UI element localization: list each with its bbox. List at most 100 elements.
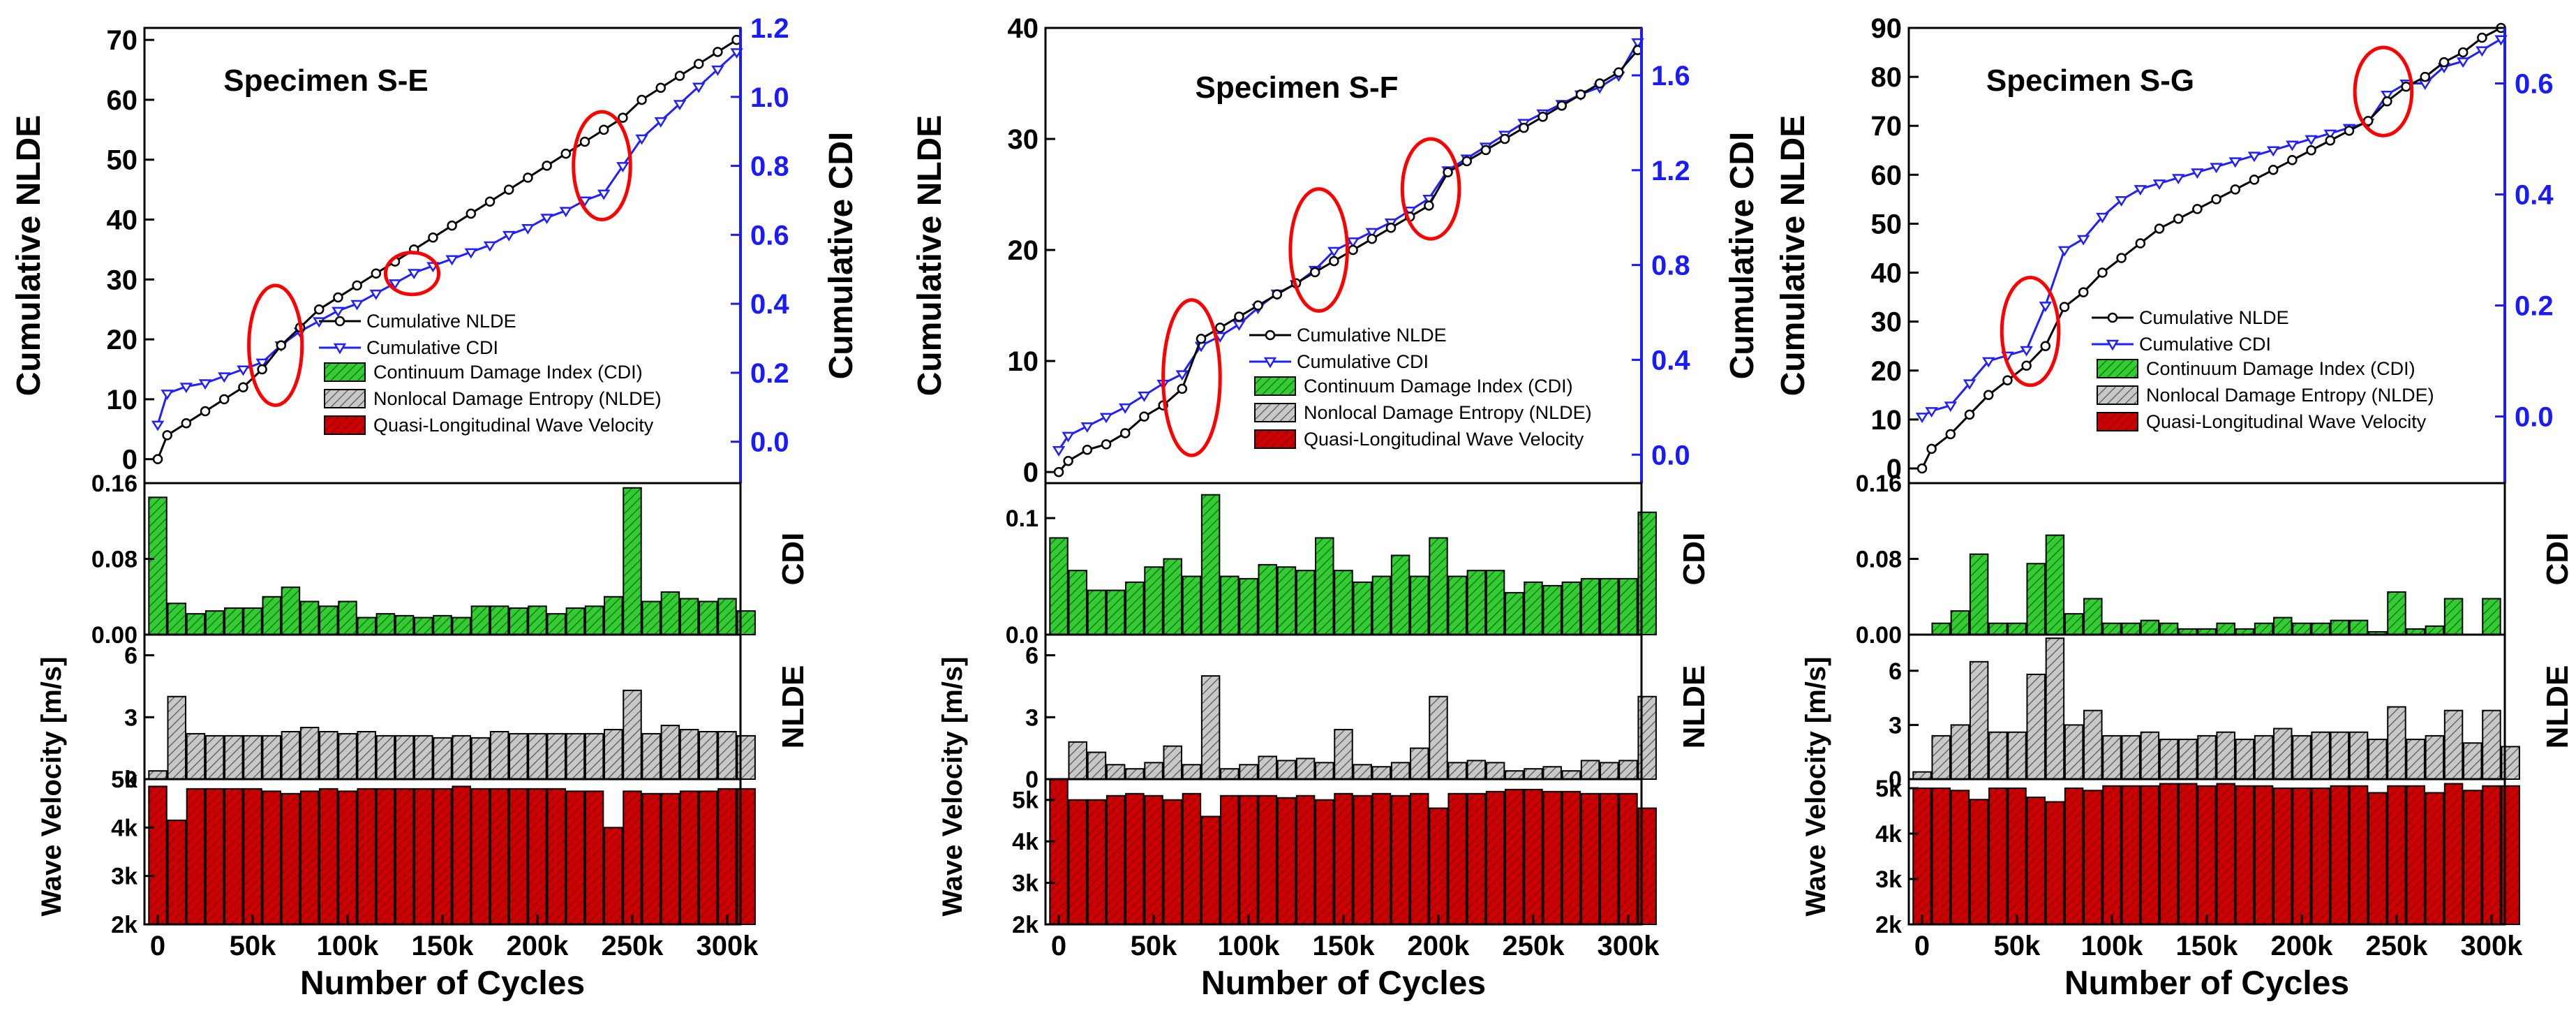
cdi-bar	[299, 600, 320, 635]
x-tick-label: 0	[150, 931, 165, 961]
nlde-bar	[2140, 731, 2160, 780]
nlde-bar	[2102, 734, 2122, 781]
wave-tick-label: 4k	[1875, 821, 1902, 848]
highlight-circle	[247, 283, 304, 407]
highlight-circle	[2353, 45, 2414, 138]
x-tick-label: 50k	[1131, 931, 1177, 961]
cum-cdi-point	[559, 207, 573, 218]
cum-left-tick-label: 40	[107, 205, 138, 236]
nlde-bar	[1068, 741, 1087, 781]
nlde-bar	[2273, 727, 2293, 781]
cum-cdi-point	[2076, 235, 2090, 246]
nlde-bar	[2387, 706, 2406, 780]
wave-bar	[641, 792, 661, 926]
cum-nlde-point	[1480, 145, 1491, 156]
legend-label: Continuum Damage Index (CDI)	[373, 362, 643, 383]
cum-cdi-point	[1925, 407, 1938, 418]
cum-right-tick-label: 0.2	[750, 358, 789, 389]
legend-swatch	[324, 389, 366, 408]
panel-title: Specimen S-F	[1196, 71, 1399, 105]
wave-bar	[1524, 788, 1543, 926]
wave-bar	[414, 788, 433, 926]
nlde-bar	[1580, 760, 1600, 781]
nlde-bar	[2254, 734, 2274, 781]
cum-nlde-point	[2457, 47, 2469, 58]
cum-cdi-point	[2476, 46, 2489, 57]
cum-cdi-point	[2134, 185, 2147, 195]
wave-bar	[452, 785, 471, 926]
nlde-bar	[394, 734, 415, 781]
cum-nlde-point	[2477, 32, 2487, 43]
cum-nlde-point	[1945, 429, 1956, 440]
wave-bar	[375, 788, 396, 926]
cum-nlde-point	[1594, 78, 1605, 89]
nlde-axis-label: NLDE	[776, 665, 810, 749]
wave-bar	[2064, 788, 2084, 925]
cdi-bar	[1144, 566, 1163, 636]
cdi-bar	[357, 616, 376, 636]
wave-bar	[2311, 788, 2330, 925]
wave-tick-label: 5k	[1012, 788, 1038, 814]
nlde-bar	[1371, 766, 1392, 781]
cum-cdi-point	[151, 420, 165, 431]
cum-cdi-point	[2305, 135, 2318, 146]
cdi-bar	[1125, 581, 1145, 636]
wave-bar	[2368, 792, 2388, 925]
nlde-tick-label: 3	[1889, 712, 1902, 739]
cum-nlde-point	[655, 82, 667, 94]
nlde-bar	[2348, 731, 2369, 780]
cum-nlde-point	[1177, 383, 1188, 394]
cdi-bar	[2348, 619, 2369, 635]
legend-marker	[2106, 339, 2120, 351]
cum-cdi-point	[692, 82, 706, 94]
cum-nlde-point	[542, 161, 552, 171]
cum-left-tick-label: 40	[1871, 258, 1903, 289]
cum-nlde-point	[2116, 253, 2127, 263]
cum-nlde-point	[1614, 67, 1624, 77]
nlde-bar	[509, 732, 528, 781]
panel-1: 0102030405060700.00.20.40.60.81.01.2Spec…	[10, 13, 860, 1002]
cum-left-tick-label: 10	[1871, 405, 1903, 436]
nlde-bar	[299, 727, 320, 780]
cum-nlde-point	[1575, 89, 1586, 100]
cdi-bar	[489, 605, 509, 635]
wave-bar	[699, 790, 718, 926]
nlde-bar	[167, 695, 186, 781]
cdi-bar	[1410, 575, 1429, 635]
wave-bar	[1295, 795, 1316, 926]
x-tick-label: 0	[1914, 931, 1930, 961]
nlde-bar	[2292, 734, 2311, 781]
cum-nlde-point	[1101, 439, 1112, 450]
nlde-bar	[470, 737, 491, 781]
nlde-bar	[1105, 764, 1126, 781]
legend-label: Nonlocal Damage Entropy (NLDE)	[373, 388, 662, 409]
nlde-bar	[414, 734, 433, 781]
cum-cdi-point	[332, 306, 345, 318]
panel-title: Specimen S-G	[1986, 64, 2194, 98]
cdi-bar	[394, 614, 415, 635]
cum-cdi-point	[1099, 413, 1113, 424]
cum-left-tick-label: 50	[1871, 209, 1903, 239]
cdi-bar	[679, 598, 699, 636]
cdi-bar	[167, 603, 186, 636]
nlde-bar	[1144, 762, 1163, 781]
wave-bar	[2254, 785, 2274, 925]
cum-nlde-point	[2097, 267, 2108, 278]
legend-swatch	[1254, 403, 1296, 422]
wave-axis-label: Wave Velocity [m/s]	[36, 657, 67, 917]
cum-cdi-point	[1365, 228, 1379, 239]
legend-marker	[334, 316, 345, 327]
legend-label: Cumulative NLDE	[366, 311, 516, 332]
x-tick-label: 50k	[230, 931, 276, 961]
cum-cdi-point	[2020, 346, 2033, 357]
cdi-bar	[623, 487, 642, 635]
cum-right-tick-label: 0.6	[750, 220, 789, 251]
legend-swatch	[2097, 359, 2138, 378]
cdi-bar	[2121, 622, 2141, 635]
cum-nlde-point	[2059, 302, 2070, 312]
cdi-bar	[1105, 589, 1126, 635]
highlight-circle	[2000, 276, 2061, 387]
cum-cdi-point	[2171, 174, 2185, 185]
cdi-bar	[452, 616, 471, 636]
